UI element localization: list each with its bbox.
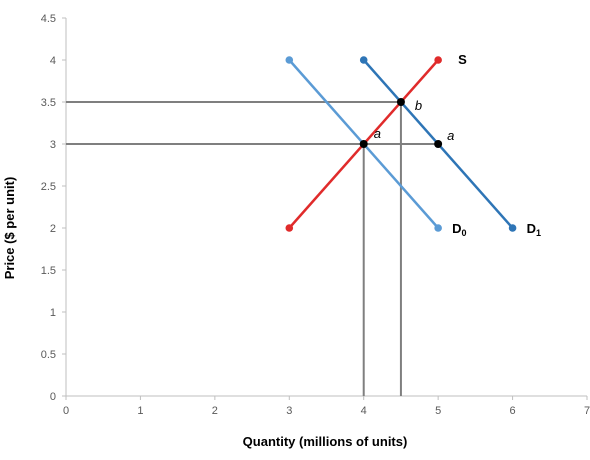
- series-point-s: [285, 224, 294, 232]
- series-label-subscript: 0: [462, 228, 467, 238]
- x-tick-label: 0: [63, 405, 69, 417]
- series-label-d1: D1: [527, 221, 541, 238]
- x-tick-label: 3: [286, 405, 292, 417]
- y-axis-title: Price ($ per unit): [2, 177, 17, 280]
- point-annotation: a: [374, 126, 381, 141]
- y-tick-label: 2: [50, 223, 56, 235]
- y-tick-label: 4.5: [41, 13, 56, 25]
- x-tick-label: 4: [361, 405, 367, 417]
- series-label-s: S: [458, 52, 467, 67]
- series-label-main: D: [452, 221, 461, 236]
- equilibrium-point: [396, 98, 405, 106]
- x-tick-label: 5: [435, 405, 441, 417]
- axes: 0 1 2 3 4 5 6 7 0 0.5 1 1.5 2 2.5 3 3.5 4 4.5: [41, 13, 590, 417]
- series-point-d1: [508, 224, 517, 232]
- y-tick-label: 3: [50, 139, 56, 151]
- series-label-subscript: 1: [536, 228, 541, 238]
- x-tick-label: 2: [212, 405, 218, 417]
- series-label-main: D: [527, 221, 536, 236]
- series-points: [285, 56, 517, 232]
- x-axis-title: Quantity (millions of units): [243, 434, 408, 449]
- y-tick-label: 3.5: [41, 97, 56, 109]
- point-annotation: b: [415, 98, 422, 113]
- series-point-s: [434, 56, 442, 64]
- series-point-d0: [285, 56, 294, 64]
- x-tick-label: 7: [584, 405, 590, 417]
- point-annotation: a: [447, 128, 454, 143]
- y-tick-label: 0: [50, 391, 56, 403]
- y-tick-label: 4: [50, 55, 56, 67]
- series-point-d0: [434, 224, 442, 232]
- y-tick-label: 1: [50, 307, 56, 319]
- y-tick-label: 1.5: [41, 265, 56, 277]
- y-tick-label: 2.5: [41, 181, 56, 193]
- text-labels: SD0 D1a ab: [374, 52, 541, 238]
- guide-lines: [66, 101, 439, 396]
- equilibrium-points: [359, 98, 443, 148]
- equilibrium-point: [434, 140, 443, 148]
- x-tick-label: 6: [510, 405, 516, 417]
- series-point-d1: [359, 56, 368, 64]
- equilibrium-point: [359, 140, 368, 148]
- y-tick-label: 0.5: [41, 349, 56, 361]
- series-label-d0: D0: [452, 221, 466, 238]
- x-tick-label: 1: [137, 405, 143, 417]
